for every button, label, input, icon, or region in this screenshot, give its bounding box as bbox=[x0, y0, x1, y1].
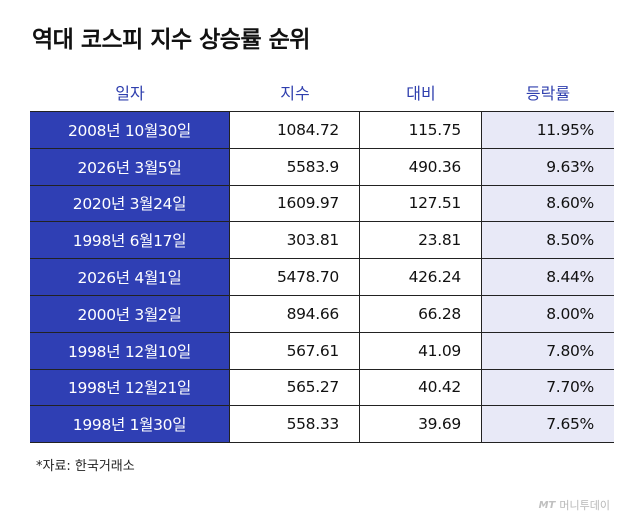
header-diff: 대비 bbox=[406, 84, 436, 103]
header-date: 일자 bbox=[115, 84, 145, 103]
diff-cell: 115.75 bbox=[360, 112, 482, 148]
date-cell: 2026년 3월5일 bbox=[30, 148, 230, 185]
diff-cell: 66.28 bbox=[360, 295, 482, 332]
watermark-logo: MT bbox=[538, 499, 556, 511]
table-row: 2000년 3월2일 894.66 66.28 8.00% bbox=[30, 295, 614, 333]
date-cell: 1998년 12월21일 bbox=[30, 369, 230, 406]
rate-cell: 7.70% bbox=[482, 369, 614, 406]
index-cell: 1084.72 bbox=[230, 112, 360, 148]
index-cell: 303.81 bbox=[230, 222, 360, 259]
date-cell: 1998년 1월30일 bbox=[30, 406, 230, 443]
rate-cell: 8.50% bbox=[482, 222, 614, 259]
index-cell: 558.33 bbox=[230, 406, 360, 443]
watermark: MT 머니투데이 bbox=[539, 497, 610, 513]
header-rate: 등락률 bbox=[525, 84, 571, 103]
table-row: 1998년 1월30일 558.33 39.69 7.65% bbox=[30, 406, 614, 444]
watermark-text: 머니투데이 bbox=[559, 499, 610, 512]
diff-cell: 490.36 bbox=[360, 148, 482, 185]
rate-cell: 8.44% bbox=[482, 259, 614, 295]
diff-cell: 127.51 bbox=[360, 185, 482, 222]
rate-cell: 9.63% bbox=[482, 148, 614, 185]
date-cell: 1998년 6월17일 bbox=[30, 222, 230, 259]
index-cell: 5478.70 bbox=[230, 259, 360, 295]
header-index: 지수 bbox=[280, 84, 310, 103]
ranking-table: 2008년 10월30일 1084.72 115.75 11.95% 2026년… bbox=[30, 111, 614, 444]
diff-cell: 40.42 bbox=[360, 369, 482, 406]
rate-cell: 8.60% bbox=[482, 185, 614, 222]
table-row: 2026년 3월5일 5583.9 490.36 9.63% bbox=[30, 148, 614, 186]
rate-cell: 7.80% bbox=[482, 332, 614, 369]
diff-cell: 23.81 bbox=[360, 222, 482, 259]
table-row: 2020년 3월24일 1609.97 127.51 8.60% bbox=[30, 185, 614, 223]
date-cell: 2020년 3월24일 bbox=[30, 185, 230, 222]
table-row: 1998년 12월21일 565.27 40.42 7.70% bbox=[30, 369, 614, 407]
diff-cell: 39.69 bbox=[360, 406, 482, 443]
rate-cell: 8.00% bbox=[482, 295, 614, 332]
diff-cell: 41.09 bbox=[360, 332, 482, 369]
table-row: 2026년 4월1일 5478.70 426.24 8.44% bbox=[30, 259, 614, 296]
date-cell: 1998년 12월10일 bbox=[30, 332, 230, 369]
date-cell: 2026년 4월1일 bbox=[30, 259, 230, 295]
diff-cell: 426.24 bbox=[360, 259, 482, 295]
index-cell: 894.66 bbox=[230, 295, 360, 332]
index-cell: 565.27 bbox=[230, 369, 360, 406]
index-cell: 5583.9 bbox=[230, 148, 360, 185]
table-header: 일자 지수 대비 등락률 bbox=[30, 80, 614, 110]
index-cell: 1609.97 bbox=[230, 185, 360, 222]
source-note: *자료: 한국거래소 bbox=[36, 459, 135, 474]
rate-cell: 11.95% bbox=[482, 112, 614, 148]
rate-cell: 7.65% bbox=[482, 406, 614, 443]
page-title: 역대 코스피 지수 상승률 순위 bbox=[32, 27, 310, 53]
date-cell: 2008년 10월30일 bbox=[30, 112, 230, 148]
table-row: 1998년 6월17일 303.81 23.81 8.50% bbox=[30, 222, 614, 260]
table-row: 1998년 12월10일 567.61 41.09 7.80% bbox=[30, 332, 614, 370]
table-row: 2008년 10월30일 1084.72 115.75 11.95% bbox=[30, 112, 614, 149]
index-cell: 567.61 bbox=[230, 332, 360, 369]
date-cell: 2000년 3월2일 bbox=[30, 295, 230, 332]
